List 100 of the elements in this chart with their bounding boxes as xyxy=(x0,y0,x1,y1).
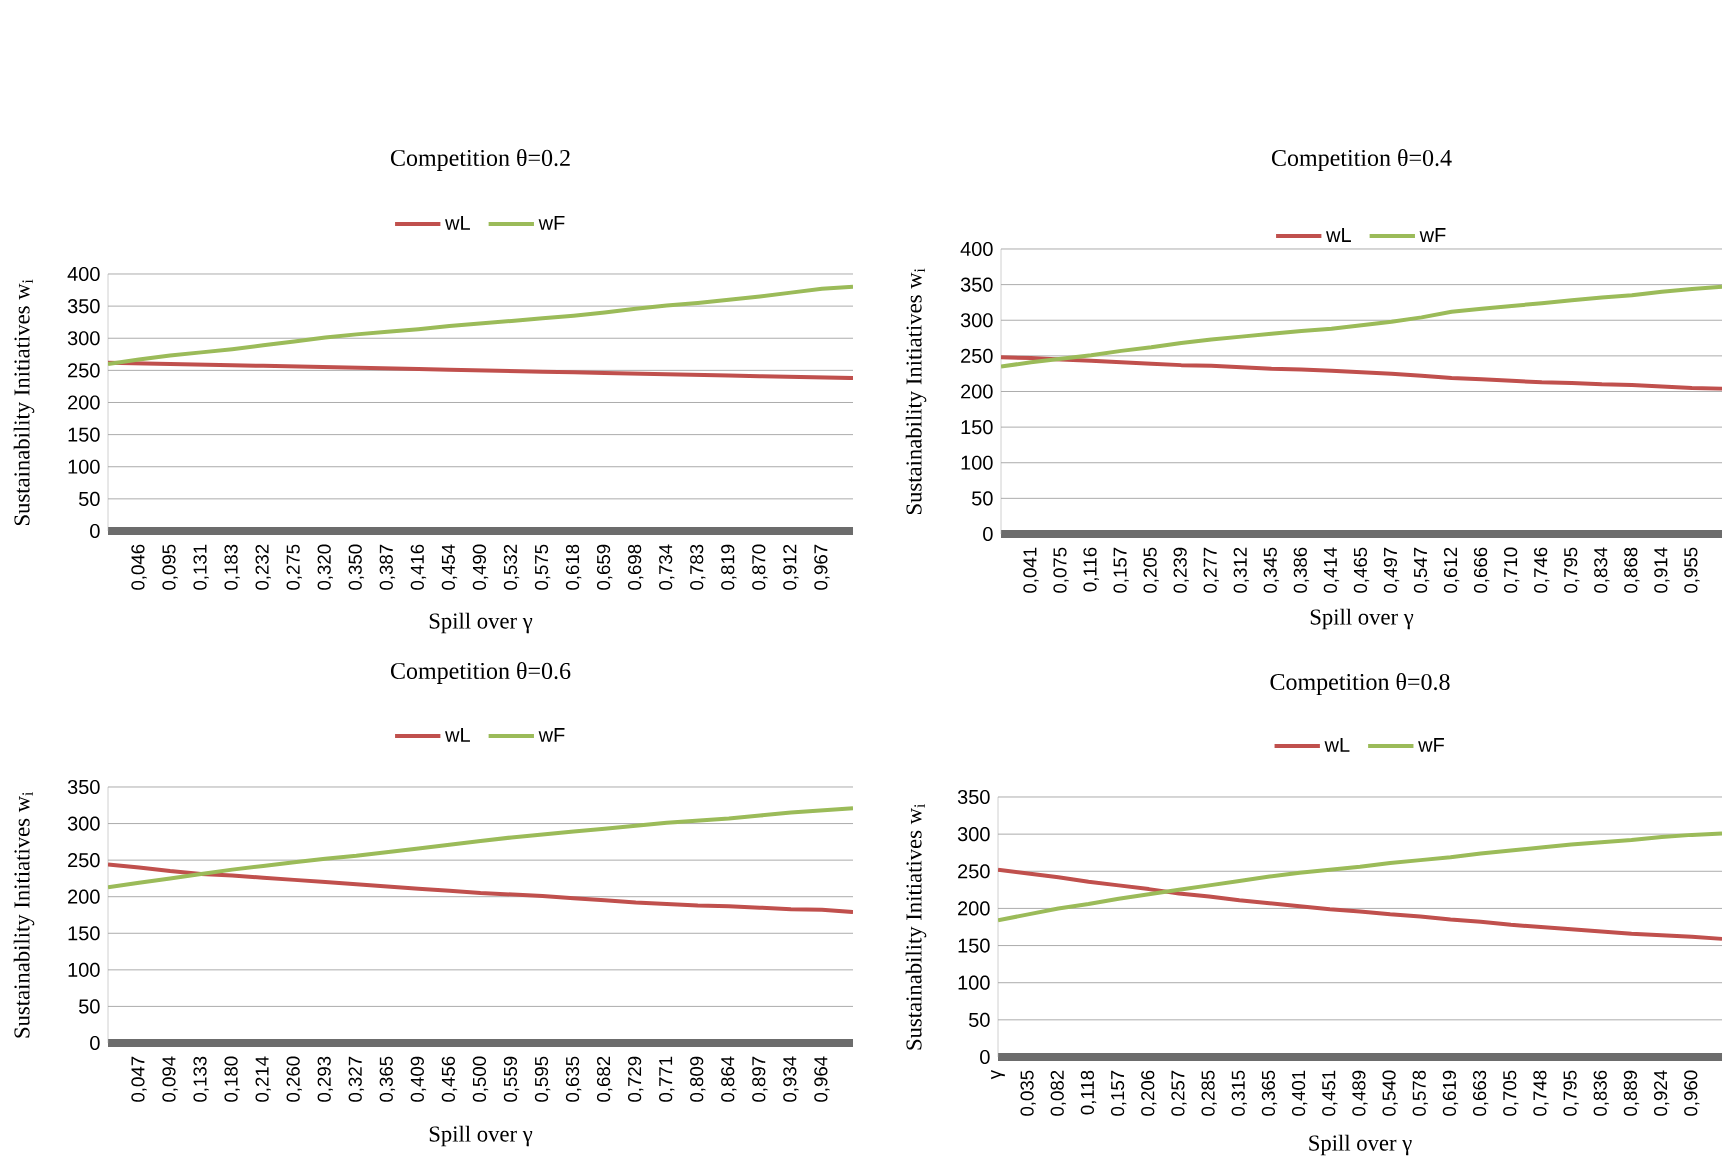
x-tick-label: 0,635 xyxy=(565,1056,582,1102)
y-tick-label: 100 xyxy=(68,962,100,977)
y-tick-label: 300 xyxy=(67,816,100,831)
y-tick-label: 100 xyxy=(961,455,993,470)
x-tick-label: 0,618 xyxy=(565,544,582,590)
x-tick-label: 0,612 xyxy=(1443,547,1460,593)
legend-label: wF xyxy=(1419,228,1446,242)
x-tick-label: 0,350 xyxy=(348,544,365,590)
y-tick-label: 100 xyxy=(958,975,990,990)
y-tick-label: 150 xyxy=(958,938,990,953)
x-tick-label: 0,312 xyxy=(1233,547,1250,593)
legend-label: wL xyxy=(445,216,470,230)
x-tick-label: 0,401 xyxy=(1291,1070,1308,1116)
x-tick-label: 0,414 xyxy=(1323,547,1340,593)
x-tick-label: 0,809 xyxy=(690,1056,706,1102)
x-axis-title: Spill over γ xyxy=(1309,1134,1412,1156)
x-tick-label: 0,075 xyxy=(1053,547,1069,593)
x-tick-label: 0,232 xyxy=(255,544,271,590)
y-tick-label: 200 xyxy=(961,384,993,399)
x-tick-label: 0,595 xyxy=(534,1056,551,1102)
x-tick-label: 0,320 xyxy=(317,544,333,590)
line-series xyxy=(998,867,1723,941)
y-tick-label: 50 xyxy=(79,999,100,1014)
chart-title: Competition θ=0.8 xyxy=(1270,673,1450,695)
x-tick-label: 0,327 xyxy=(348,1056,365,1102)
x-tick-label: 0,082 xyxy=(1050,1070,1067,1116)
x-tick-label: 0,365 xyxy=(379,1056,396,1102)
x-tick-label: 0,682 xyxy=(596,1056,613,1102)
x-tick-label: 0,666 xyxy=(1473,547,1490,593)
x-tick-label: 0,698 xyxy=(627,544,644,590)
x-tick-label: 0,497 xyxy=(1383,547,1400,593)
y-tick-label: 50 xyxy=(969,1012,990,1027)
y-tick-label: 250 xyxy=(958,864,990,879)
x-tick-label: 0,116 xyxy=(1083,547,1099,592)
x-tick-label: 0,748 xyxy=(1533,1070,1549,1116)
x-tick-label: 0,834 xyxy=(1594,547,1610,593)
x-axis-title: Spill over γ xyxy=(429,1125,533,1147)
x-tick-label: 0,454 xyxy=(441,544,458,590)
x-tick-label: 0,955 xyxy=(1684,547,1700,593)
y-tick-label: 250 xyxy=(68,853,100,868)
x-tick-label: 0,490 xyxy=(472,544,489,590)
x-tick-label: 0,578 xyxy=(1412,1070,1429,1116)
x-tick-label: 0,836 xyxy=(1593,1070,1610,1116)
x-tick-label: 0,559 xyxy=(503,1056,520,1102)
y-tick-label: 250 xyxy=(961,348,993,363)
x-tick-label: 0,451 xyxy=(1322,1070,1338,1116)
x-tick-label: 0,710 xyxy=(1503,547,1520,593)
x-tick-label: 0,094 xyxy=(162,1056,178,1102)
x-tick-label: 0,819 xyxy=(721,544,737,590)
x-tick-label: 0,619 xyxy=(1442,1070,1459,1116)
x-axis-title: Spill over γ xyxy=(429,612,533,634)
line-series xyxy=(1001,284,1723,369)
legend-label: wF xyxy=(538,216,565,230)
y-tick-label: 200 xyxy=(958,901,990,916)
y-tick-label: 350 xyxy=(67,299,100,314)
x-tick-label: 0,386 xyxy=(1293,547,1310,593)
x-tick-label: 0,133 xyxy=(193,1056,209,1102)
chart-title: Competition θ=0.6 xyxy=(390,662,571,684)
y-tick-label: 0 xyxy=(90,1035,100,1051)
x-tick-label: 0,041 xyxy=(1023,547,1039,593)
y-tick-label: 200 xyxy=(68,889,100,904)
x-tick-label: 0,705 xyxy=(1503,1070,1519,1116)
x-tick-label: 0,783 xyxy=(690,544,706,590)
x-tick-label: 0,131 xyxy=(193,544,209,590)
x-tick-label: 0,315 xyxy=(1231,1070,1248,1116)
x-tick-label: 0,095 xyxy=(162,544,178,590)
line-series xyxy=(998,831,1723,923)
x-tick-label: 0,465 xyxy=(1353,547,1370,593)
y-axis-title: Sustainability Initiatives w$_{i}$ xyxy=(905,803,927,1050)
y-tick-label: 400 xyxy=(67,266,100,282)
y-tick-label: 50 xyxy=(972,491,993,506)
x-tick-label: 0,409 xyxy=(410,1056,427,1102)
y-tick-label: 50 xyxy=(79,491,100,506)
y-tick-label: 0 xyxy=(980,1049,990,1065)
x-tick-label: 0,500 xyxy=(472,1056,489,1102)
x-tick-label: 0,277 xyxy=(1203,547,1220,593)
y-tick-label: 200 xyxy=(68,395,100,410)
x-tick-label: 0,729 xyxy=(627,1056,644,1102)
x-tick-label: 0,889 xyxy=(1623,1070,1640,1116)
x-tick-label: 0,456 xyxy=(441,1056,458,1102)
x-tick-label: 0,157 xyxy=(1113,547,1129,593)
x-tick-label: 0,293 xyxy=(317,1056,334,1102)
x-tick-label: 0,868 xyxy=(1624,547,1640,593)
y-tick-label: 300 xyxy=(957,827,990,842)
x-tick-label: 0,047 xyxy=(131,1056,147,1102)
y-tick-label: 100 xyxy=(68,459,100,474)
x-tick-label: 0,532 xyxy=(503,544,520,590)
x-tick-label: 0,914 xyxy=(1654,547,1670,593)
y-axis-title: Sustainability Initiatives w$_{i}$ xyxy=(905,268,927,514)
x-tick-label: 0,260 xyxy=(286,1056,302,1102)
x-tick-label: 0,046 xyxy=(131,544,147,590)
y-axis-title: Sustainability Initiatives w$_{i}$ xyxy=(13,279,35,525)
legend-label: wF xyxy=(538,728,565,742)
legend-label: wL xyxy=(1326,228,1351,242)
x-tick-label: 0,118 xyxy=(1080,1070,1097,1115)
chart-title: Competition θ=0.4 xyxy=(1271,149,1452,171)
x-tick-label: γ xyxy=(991,1069,1005,1080)
x-tick-label: 0,734 xyxy=(659,544,675,590)
x-tick-label: 0,795 xyxy=(1564,547,1580,593)
y-tick-label: 350 xyxy=(957,789,990,805)
